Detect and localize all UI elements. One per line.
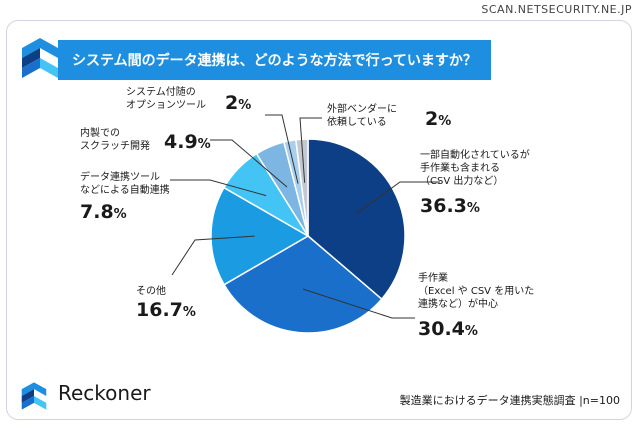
label-integration-tool: データ連携ツール などによる自動連携 [80,172,170,196]
label-external-vendor: 外部ベンダーに 依頼している [327,104,397,128]
survey-note: 製造業におけるデータ連携実態調査 |n=100 [399,394,620,407]
leader-integration-tool [170,179,267,197]
slice-other [210,186,310,286]
label-manual: 手作業 （Excel や CSV を用いた 連携など）が中心 [418,273,535,310]
pct-other: 16.7% [136,299,196,321]
pct-system-option: 2% [225,92,252,114]
leader-inhouse [210,139,288,188]
pct-inhouse: 4.9% [164,131,211,153]
leader-other [171,235,255,276]
reckoner-footer-logo-icon [21,382,47,410]
chart-title: システム間のデータ連携は、どのような方法で行っていますか？ [58,40,491,80]
label-other: その他 [136,286,166,297]
leader-manual [302,288,415,319]
reckoner-logo-icon [22,38,58,78]
slice-manual [223,235,383,334]
label-partial-auto: 一部自動化されているが 手作業も含まれる （CSV 出力など） [420,150,530,187]
pct-manual: 30.4% [418,318,478,340]
pct-external-vendor: 2% [425,108,452,130]
leader-external-vendor [299,117,322,183]
pct-integration-tool: 7.8% [80,201,127,223]
watermark: SCAN.NETSECURITY.NE.JP [481,3,632,16]
label-inhouse: 内製での スクラッチ開発 [80,128,150,152]
label-system-option: システム付随の オプションツール [126,87,206,111]
leader-system-option [265,114,299,184]
leader-partial-auto [356,181,440,215]
brand-name: Reckoner [58,381,151,405]
slice-partial-auto [307,138,406,301]
pct-partial-auto: 36.3% [420,195,480,217]
